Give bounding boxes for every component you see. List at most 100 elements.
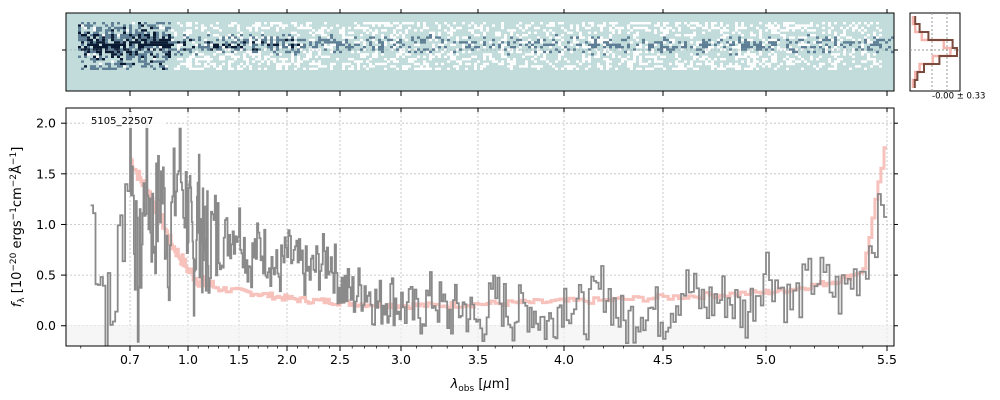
spectrum-2d-pixel <box>735 29 738 32</box>
spectrum-2d-pixel <box>621 60 624 63</box>
spectrum-2d-pixel <box>510 50 513 54</box>
spectrum-2d-pixel <box>216 46 219 49</box>
spectrum-2d-pixel <box>633 55 636 58</box>
spectrum-2d-pixel <box>711 46 714 49</box>
spectrum-2d-pixel <box>372 53 375 56</box>
spectrum-2d-pixel <box>840 58 843 61</box>
spectrum-2d-pixel <box>558 36 561 39</box>
spectrum-2d-pixel <box>156 55 159 58</box>
spectrum-2d-pixel <box>552 38 555 42</box>
spectrum-2d-pixel <box>720 36 723 39</box>
spectrum-2d-pixel <box>537 48 540 51</box>
spectrum-2d-pixel <box>591 41 594 44</box>
spectrum-2d-pixel <box>93 43 96 46</box>
spectrum-2d-pixel <box>213 65 216 68</box>
spectrum-2d-pixel <box>165 50 168 54</box>
spectrum-2d-pixel <box>399 50 402 54</box>
spectrum-2d-pixel <box>690 53 693 56</box>
spectrum-2d-pixel <box>411 36 414 39</box>
spectrum-2d-pixel <box>309 26 312 30</box>
spectrum-2d-pixel <box>357 67 360 70</box>
spectrum-2d-pixel <box>654 24 657 27</box>
spectrum-2d-pixel <box>282 24 285 27</box>
spectrum-2d-pixel <box>768 62 771 66</box>
spectrum-2d-pixel <box>360 60 363 63</box>
spectrum-2d-pixel <box>747 50 750 54</box>
spectrum-2d-pixel <box>630 60 633 63</box>
spectrum-2d-pixel <box>588 46 591 49</box>
spectrum-2d-pixel <box>702 26 705 30</box>
spectrum-2d-pixel <box>735 46 738 49</box>
spectrum-2d-pixel <box>609 60 612 63</box>
spectrum-2d-pixel <box>705 55 708 58</box>
spectrum-2d-pixel <box>489 55 492 58</box>
spectrum-2d-pixel <box>300 43 303 46</box>
spectrum-2d-pixel <box>561 34 564 37</box>
spectrum-2d-pixel <box>315 67 318 70</box>
spectrum-2d-pixel <box>99 53 102 56</box>
spectrum-2d-pixel <box>582 53 585 56</box>
spectrum-2d-pixel <box>609 41 612 44</box>
spectrum-2d-pixel <box>870 48 873 51</box>
spectrum-2d-pixel <box>297 43 300 46</box>
spectrum-2d-pixel <box>498 41 501 44</box>
spectrum-2d-pixel <box>588 26 591 30</box>
spectrum-2d-pixel <box>189 60 192 63</box>
spectrum-2d-pixel <box>327 29 330 32</box>
spectrum-2d-pixel <box>138 55 141 58</box>
spectrum-2d-pixel <box>309 53 312 56</box>
spectrum-2d-pixel <box>315 62 318 66</box>
spectrum-2d-pixel <box>660 46 663 49</box>
spectrum-2d-pixel <box>336 43 339 46</box>
spectrum-2d-pixel <box>831 48 834 51</box>
spectrum-2d-pixel <box>165 58 168 61</box>
spectrum-2d-pixel <box>741 22 744 25</box>
spectrum-2d-pixel <box>114 48 117 51</box>
spectrum-2d-pixel <box>264 48 267 51</box>
spectrum-2d-pixel <box>366 38 369 42</box>
spectrum-2d-pixel <box>801 29 804 32</box>
spectrum-2d-pixel <box>822 62 825 66</box>
spectrum-2d-pixel <box>777 41 780 44</box>
spectrum-2d-pixel <box>855 24 858 27</box>
spectrum-2d-pixel <box>234 50 237 54</box>
spectrum-2d-pixel <box>393 22 396 25</box>
spectrum-2d-pixel <box>144 41 147 44</box>
spectrum-2d-pixel <box>375 22 378 25</box>
spectrum-2d-pixel <box>330 43 333 46</box>
spectrum-2d-pixel <box>870 43 873 46</box>
spectrum-2d-pixel <box>168 43 171 46</box>
spectrum-2d-pixel <box>870 41 873 44</box>
spectrum-2d-pixel <box>828 46 831 49</box>
spectrum-2d-pixel <box>828 24 831 27</box>
spectrum-2d-pixel <box>129 55 132 58</box>
spectrum-2d-pixel <box>276 36 279 39</box>
spectrum-2d-pixel <box>789 50 792 54</box>
spectrum-2d-frame <box>65 12 895 92</box>
spectrum-2d-pixel <box>414 50 417 54</box>
spectrum-2d-pixel <box>141 36 144 39</box>
spectrum-2d-pixel <box>141 31 144 34</box>
spectrum-2d-pixel <box>192 53 195 56</box>
spectrum-2d-pixel <box>399 26 402 30</box>
spectrum-2d-pixel <box>315 43 318 46</box>
spectrum-2d-pixel <box>228 67 231 70</box>
spectrum-2d-pixel <box>432 48 435 51</box>
spectrum-2d-pixel <box>432 55 435 58</box>
spectrum-2d-pixel <box>807 62 810 66</box>
spectrum-2d-pixel <box>678 67 681 70</box>
spectrum-2d-pixel <box>615 22 618 25</box>
spectrum-2d-pixel <box>735 41 738 44</box>
spectrum-2d-pixel <box>528 53 531 56</box>
spectrum-2d-pixel <box>282 62 285 66</box>
spectrum-2d-pixel <box>783 36 786 39</box>
spectrum-2d-pixel <box>255 48 258 51</box>
spectrum-2d-pixel <box>759 34 762 37</box>
spectrum-2d-pixel <box>471 48 474 51</box>
spectrum-2d-pixel <box>876 36 879 39</box>
spectrum-2d-pixel <box>456 65 459 68</box>
spectrum-2d-pixel <box>783 58 786 61</box>
spectrum-2d-pixel <box>387 38 390 42</box>
spectrum-2d-pixel <box>123 34 126 37</box>
spectrum-2d-pixel <box>606 48 609 51</box>
